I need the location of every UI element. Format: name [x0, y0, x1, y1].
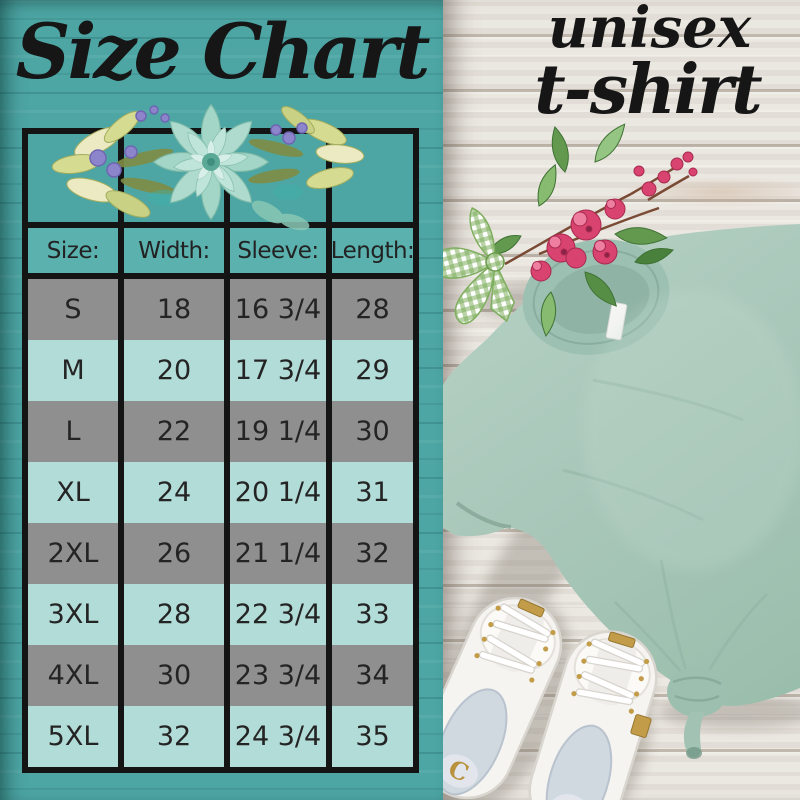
table-cell: 16 3/4 — [230, 279, 326, 340]
table-cell: XL — [28, 462, 118, 523]
table-cell: 33 — [332, 584, 413, 645]
column-header-size: Size: — [28, 228, 118, 273]
succulent-illustration — [51, 103, 365, 231]
product-title-line2: t-shirt — [534, 50, 762, 130]
side-leaf-sprays — [51, 105, 365, 231]
product-title-line1: unisex — [547, 0, 752, 61]
pink-blossoms — [530, 151, 698, 282]
table-cell: 32 — [332, 523, 413, 584]
table-cell: 29 — [332, 340, 413, 401]
gingham-bow — [443, 207, 515, 325]
shoe-gold-tag — [630, 714, 652, 738]
table-cell: 28 — [332, 279, 413, 340]
table-cell: L — [28, 401, 118, 462]
table-cell: 24 — [124, 462, 224, 523]
table-cell: 24 3/4 — [230, 706, 326, 767]
table-cell: 30 — [332, 401, 413, 462]
column-header-sleeve: Sleeve: — [230, 228, 326, 273]
size-chart-panel: Size Chart Size: Width: Sleeve: Length: … — [0, 0, 443, 800]
column-header-length: Length: — [331, 228, 415, 273]
sneakers-photo — [443, 583, 668, 800]
column-header-width: Width: — [124, 228, 224, 273]
product-photo-panel: C — [443, 0, 800, 800]
table-cell: S — [28, 279, 118, 340]
table-cell: 3XL — [28, 584, 118, 645]
table-cell: 30 — [124, 645, 224, 706]
table-cell: 35 — [332, 706, 413, 767]
succulent-rosette — [152, 103, 270, 221]
table-cell: 26 — [124, 523, 224, 584]
flower-bouquet — [443, 123, 698, 337]
table-cell: 22 — [124, 401, 224, 462]
table-cell: 22 3/4 — [230, 584, 326, 645]
table-body: S 18 16 3/4 28 M 20 17 3/4 29 L 22 19 1/… — [28, 279, 413, 767]
table-cell: 4XL — [28, 645, 118, 706]
table-cell: 21 1/4 — [230, 523, 326, 584]
table-cell: 32 — [124, 706, 224, 767]
size-chart-title: Size Chart — [15, 7, 431, 96]
table-cell: 20 — [124, 340, 224, 401]
table-cell: 23 3/4 — [230, 645, 326, 706]
table-cell: 20 1/4 — [230, 462, 326, 523]
table-cell: M — [28, 340, 118, 401]
table-cell: 2XL — [28, 523, 118, 584]
table-cell: 34 — [332, 645, 413, 706]
table-cell: 19 1/4 — [230, 401, 326, 462]
table-header-row: Size: Width: Sleeve: Length: — [28, 228, 415, 273]
table-cell: 17 3/4 — [230, 340, 326, 401]
table-cell: 5XL — [28, 706, 118, 767]
table-cell: 28 — [124, 584, 224, 645]
table-cell: 18 — [124, 279, 224, 340]
table-cell: 31 — [332, 462, 413, 523]
flatlay-photo-scene: C — [443, 123, 800, 800]
berry-cluster — [89, 105, 308, 178]
tshirt-photo — [443, 224, 800, 759]
